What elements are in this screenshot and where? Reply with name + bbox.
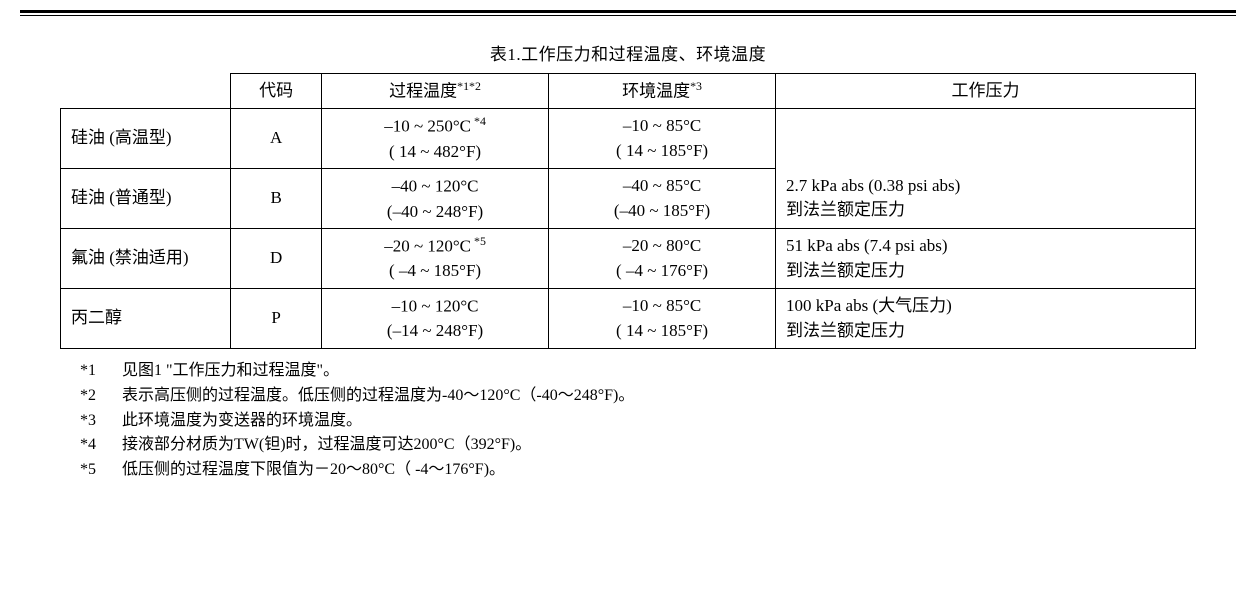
cell-name: 硅油 (高温型) <box>61 109 231 169</box>
header-code: 代码 <box>231 74 322 109</box>
amb-line2: (–40 ~ 185°F) <box>559 199 765 224</box>
amb-line2: ( 14 ~ 185°F) <box>559 319 765 344</box>
cell-process-temp: –10 ~ 250°C *4 ( 14 ~ 482°F) <box>322 109 549 169</box>
footnote-text: 表示高压侧的过程温度。低压侧的过程温度为-40～120°C（-40～248°F)… <box>122 384 634 409</box>
footnote-mark: *3 <box>80 409 122 434</box>
cell-process-temp: –20 ~ 120°C *5 ( –4 ~ 185°F) <box>322 229 549 289</box>
cell-working-pressure: 100 kPa abs (大气压力) 到法兰额定压力 <box>776 289 1196 349</box>
wp-line2: 到法兰额定压力 <box>786 259 1185 284</box>
header-process-temp-label: 过程温度 <box>389 82 457 101</box>
table-container: 表1.工作压力和过程温度、环境温度 代码 过程温度*1*2 环境温度*3 工作压… <box>0 40 1256 523</box>
proc-line1: –20 ~ 120°C *5 <box>332 233 538 259</box>
header-blank <box>61 74 231 109</box>
footnote-text: 接液部分材质为TW(钽)时，过程温度可达200°C（392°F)。 <box>122 433 531 458</box>
cell-ambient-temp: –10 ~ 85°C ( 14 ~ 185°F) <box>549 109 776 169</box>
footnote: *2 表示高压侧的过程温度。低压侧的过程温度为-40～120°C（-40～248… <box>80 384 1196 409</box>
footnotes: *1 见图1 "工作压力和过程温度"。 *2 表示高压侧的过程温度。低压侧的过程… <box>60 359 1196 483</box>
footnote-text: 低压侧的过程温度下限值为－20～80°C（ -4～176°F)。 <box>122 458 505 483</box>
amb-line1: –10 ~ 85°C <box>559 114 765 139</box>
footnote-text: 见图1 "工作压力和过程温度"。 <box>122 359 339 384</box>
wp-line2: 到法兰额定压力 <box>786 198 1185 223</box>
table-title: 表1.工作压力和过程温度、环境温度 <box>60 40 1196 65</box>
cell-working-pressure <box>776 109 1196 169</box>
cell-working-pressure: 2.7 kPa abs (0.38 psi abs) 到法兰额定压力 <box>776 169 1196 229</box>
wp-line2: 到法兰额定压力 <box>786 319 1185 344</box>
footnote-text: 此环境温度为变送器的环境温度。 <box>122 409 362 434</box>
name-line2: (普通型) <box>109 188 171 207</box>
cell-name: 硅油 (普通型) <box>61 169 231 229</box>
header-process-temp: 过程温度*1*2 <box>322 74 549 109</box>
proc-line2: ( 14 ~ 482°F) <box>332 140 538 165</box>
proc-sup: *4 <box>471 114 486 128</box>
footnote: *1 见图1 "工作压力和过程温度"。 <box>80 359 1196 384</box>
wp-line1: 2.7 kPa abs (0.38 psi abs) <box>786 174 1185 199</box>
cell-working-pressure: 51 kPa abs (7.4 psi abs) 到法兰额定压力 <box>776 229 1196 289</box>
cell-code: A <box>231 109 322 169</box>
amb-line1: –20 ~ 80°C <box>559 234 765 259</box>
table-row: 硅油 (高温型) A –10 ~ 250°C *4 ( 14 ~ 482°F) … <box>61 109 1196 169</box>
footnote-mark: *1 <box>80 359 122 384</box>
name-line1: 硅油 <box>71 188 105 207</box>
name-line2: (高温型) <box>109 128 171 147</box>
footnote-mark: *4 <box>80 433 122 458</box>
spec-table: 代码 过程温度*1*2 环境温度*3 工作压力 硅油 (高温型) A –10 ~ <box>60 73 1196 349</box>
cell-name: 丙二醇 <box>61 289 231 349</box>
proc-line2: (–40 ~ 248°F) <box>332 200 538 225</box>
cell-ambient-temp: –40 ~ 85°C (–40 ~ 185°F) <box>549 169 776 229</box>
name-line1: 丙二醇 <box>71 308 122 327</box>
header-ambient-temp-label: 环境温度 <box>622 82 690 101</box>
header-ambient-temp-sup: *3 <box>690 79 702 93</box>
cell-name: 氟油 (禁油适用) <box>61 229 231 289</box>
proc-line1: –10 ~ 120°C <box>332 293 538 319</box>
proc-sup: *5 <box>471 234 486 248</box>
footnote-mark: *2 <box>80 384 122 409</box>
amb-line2: ( 14 ~ 185°F) <box>559 139 765 164</box>
header-ambient-temp: 环境温度*3 <box>549 74 776 109</box>
table-row: 丙二醇 P –10 ~ 120°C (–14 ~ 248°F) –10 ~ 85… <box>61 289 1196 349</box>
name-line1: 硅油 <box>71 128 105 147</box>
proc-line2: (–14 ~ 248°F) <box>332 319 538 344</box>
page-top-rule <box>20 10 1236 16</box>
cell-code: P <box>231 289 322 349</box>
table-row: 硅油 (普通型) B –40 ~ 120°C (–40 ~ 248°F) –40… <box>61 169 1196 229</box>
amb-line1: –40 ~ 85°C <box>559 174 765 199</box>
footnote: *3 此环境温度为变送器的环境温度。 <box>80 409 1196 434</box>
cell-code: B <box>231 169 322 229</box>
cell-process-temp: –40 ~ 120°C (–40 ~ 248°F) <box>322 169 549 229</box>
table-row: 氟油 (禁油适用) D –20 ~ 120°C *5 ( –4 ~ 185°F)… <box>61 229 1196 289</box>
proc-line1: –10 ~ 250°C *4 <box>332 113 538 139</box>
cell-ambient-temp: –20 ~ 80°C ( –4 ~ 176°F) <box>549 229 776 289</box>
footnote-mark: *5 <box>80 458 122 483</box>
footnote: *5 低压侧的过程温度下限值为－20～80°C（ -4～176°F)。 <box>80 458 1196 483</box>
amb-line2: ( –4 ~ 176°F) <box>559 259 765 284</box>
cell-process-temp: –10 ~ 120°C (–14 ~ 248°F) <box>322 289 549 349</box>
name-line1: 氟油 <box>71 248 105 267</box>
wp-line1: 51 kPa abs (7.4 psi abs) <box>786 234 1185 259</box>
cell-code: D <box>231 229 322 289</box>
cell-ambient-temp: –10 ~ 85°C ( 14 ~ 185°F) <box>549 289 776 349</box>
name-line2: (禁油适用) <box>109 248 188 267</box>
footnote: *4 接液部分材质为TW(钽)时，过程温度可达200°C（392°F)。 <box>80 433 1196 458</box>
header-process-temp-sup: *1*2 <box>457 79 481 93</box>
table-header-row: 代码 过程温度*1*2 环境温度*3 工作压力 <box>61 74 1196 109</box>
header-working-pressure: 工作压力 <box>776 74 1196 109</box>
amb-line1: –10 ~ 85°C <box>559 294 765 319</box>
wp-line1: 100 kPa abs (大气压力) <box>786 294 1185 319</box>
proc-line1: –40 ~ 120°C <box>332 173 538 199</box>
proc-line2: ( –4 ~ 185°F) <box>332 259 538 284</box>
